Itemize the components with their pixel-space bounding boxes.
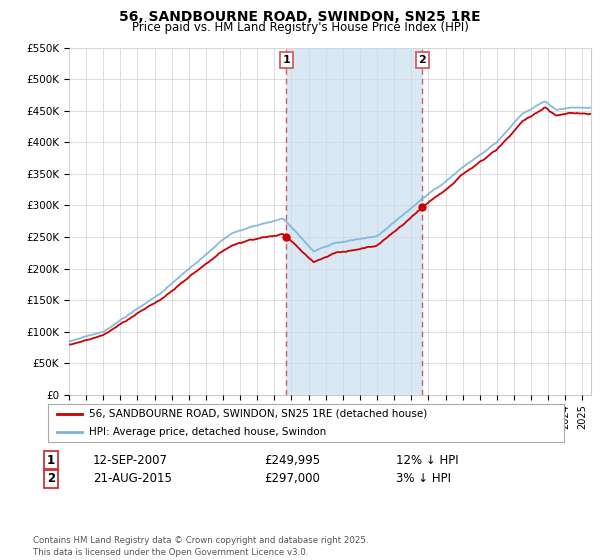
Text: £249,995: £249,995 (264, 454, 320, 467)
Text: 56, SANDBOURNE ROAD, SWINDON, SN25 1RE (detached house): 56, SANDBOURNE ROAD, SWINDON, SN25 1RE (… (89, 409, 428, 419)
Text: 21-AUG-2015: 21-AUG-2015 (93, 472, 172, 486)
Text: Price paid vs. HM Land Registry's House Price Index (HPI): Price paid vs. HM Land Registry's House … (131, 21, 469, 34)
Text: HPI: Average price, detached house, Swindon: HPI: Average price, detached house, Swin… (89, 427, 326, 437)
Text: 3% ↓ HPI: 3% ↓ HPI (396, 472, 451, 486)
Text: 2: 2 (47, 472, 55, 486)
Text: 12% ↓ HPI: 12% ↓ HPI (396, 454, 458, 467)
Text: 12-SEP-2007: 12-SEP-2007 (93, 454, 168, 467)
Text: Contains HM Land Registry data © Crown copyright and database right 2025.
This d: Contains HM Land Registry data © Crown c… (33, 536, 368, 557)
Text: 1: 1 (283, 55, 290, 65)
Bar (286, 48, 422, 395)
Text: 2: 2 (418, 55, 426, 65)
Text: 1: 1 (47, 454, 55, 467)
Text: 56, SANDBOURNE ROAD, SWINDON, SN25 1RE: 56, SANDBOURNE ROAD, SWINDON, SN25 1RE (119, 10, 481, 24)
Text: £297,000: £297,000 (264, 472, 320, 486)
